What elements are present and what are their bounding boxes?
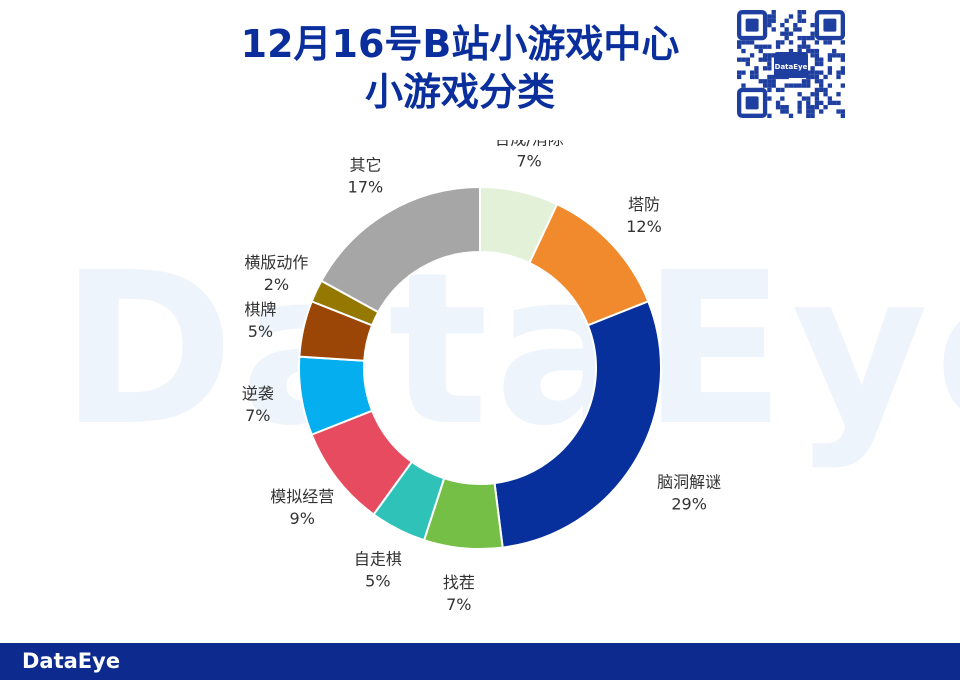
footer-bar: DataEye (0, 643, 960, 680)
slice-pct-8: 2% (264, 275, 289, 294)
slice-pct-4: 5% (365, 571, 390, 590)
slice-name-3: 找茬 (443, 573, 475, 592)
slice-labels: 合成/消除 7% 塔防 12% 脑洞解谜 29% 找茬 7% 自走棋 5% 模拟经营 9% 逆袭 7% 棋牌… (242, 140, 721, 614)
slice-pct-5: 9% (290, 509, 315, 528)
watermark: DataEye (60, 227, 960, 472)
slice-2 (493, 300, 662, 549)
slice-name-7: 棋牌 (244, 300, 276, 319)
chart-subtitle: 小游戏分类 (364, 70, 555, 114)
slice-name-8: 横版动作 (244, 253, 308, 272)
slice-pct-1: 12% (626, 217, 662, 236)
chart-title: 12月16号B站小游戏中心 (240, 22, 680, 66)
slice-9 (320, 185, 481, 314)
slice-label-5: 模拟经营 9% (270, 487, 334, 528)
footer-logo: DataEye (22, 649, 121, 673)
slice-pct-9: 17% (348, 177, 384, 196)
slice-label-7: 棋牌 5% (244, 300, 276, 341)
slice-pct-6: 7% (245, 406, 270, 425)
slice-label-4: 自走棋 5% (354, 549, 402, 590)
slice-name-1: 塔防 (628, 195, 660, 214)
slice-pct-7: 5% (248, 322, 273, 341)
slices (298, 185, 662, 550)
slice-pct-2: 29% (671, 495, 707, 514)
slice-name-6: 逆袭 (242, 384, 274, 403)
slice-label-8: 横版动作 2% (244, 253, 308, 294)
qr-logo: DataEye (775, 63, 808, 71)
slice-name-9: 其它 (349, 155, 381, 174)
slice-label-2: 脑洞解谜 29% (657, 473, 721, 514)
slice-label-1: 塔防 12% (626, 195, 662, 236)
slice-pct-0: 7% (516, 151, 541, 170)
donut-chart: 合成/消除 7% 塔防 12% 脑洞解谜 29% 找茬 7% 自走棋 5% 模拟经营 9% 逆袭 7% 棋牌… (242, 140, 721, 614)
slice-label-6: 逆袭 7% (242, 384, 274, 425)
slice-label-3: 找茬 7% (443, 573, 475, 614)
slice-label-0: 合成/消除 7% (494, 140, 563, 170)
qr-code: DataEye (737, 10, 845, 118)
slice-name-0: 合成/消除 (494, 140, 563, 148)
slice-name-5: 模拟经营 (270, 487, 334, 506)
slice-label-9: 其它 17% (348, 155, 384, 196)
slice-name-2: 脑洞解谜 (657, 473, 721, 492)
slice-name-4: 自走棋 (354, 549, 402, 568)
slice-pct-3: 7% (446, 595, 471, 614)
